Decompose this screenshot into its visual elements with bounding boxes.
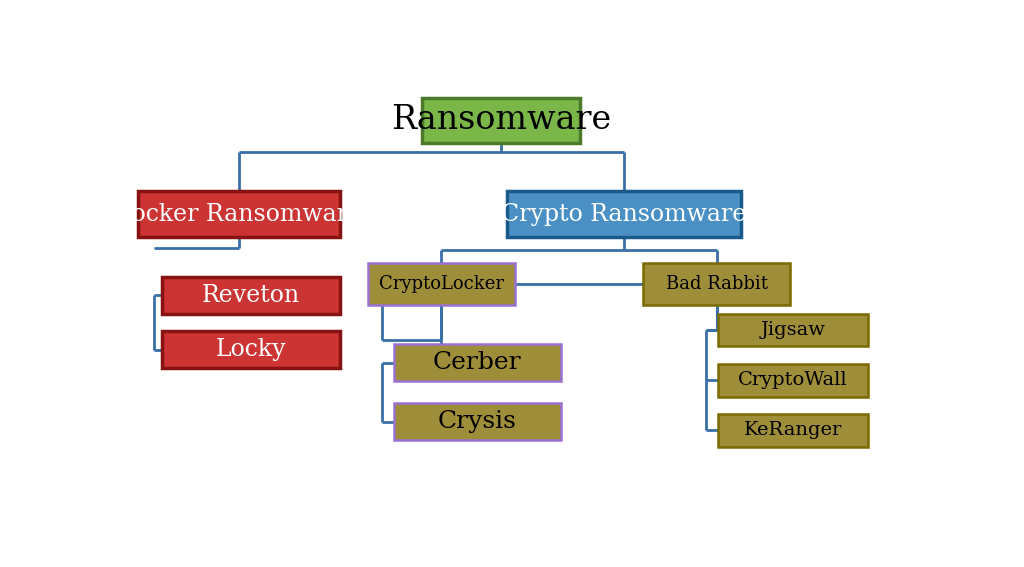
Text: KeRanger: KeRanger [743, 421, 842, 439]
Text: Jigsaw: Jigsaw [761, 321, 825, 339]
Text: Ransomware: Ransomware [391, 104, 611, 137]
FancyBboxPatch shape [394, 403, 560, 440]
Text: Crysis: Crysis [437, 410, 517, 433]
Text: Cerber: Cerber [433, 351, 521, 374]
FancyBboxPatch shape [643, 264, 791, 305]
Text: Locker Ransomware: Locker Ransomware [116, 203, 362, 226]
Text: Reveton: Reveton [202, 284, 300, 307]
Text: CryptoWall: CryptoWall [738, 371, 848, 389]
Text: CryptoLocker: CryptoLocker [379, 275, 504, 293]
FancyBboxPatch shape [394, 344, 560, 381]
FancyBboxPatch shape [718, 414, 868, 447]
FancyBboxPatch shape [718, 364, 868, 396]
FancyBboxPatch shape [162, 331, 340, 368]
Text: Crypto Ransomware: Crypto Ransomware [502, 203, 746, 226]
FancyBboxPatch shape [507, 192, 741, 237]
FancyBboxPatch shape [162, 277, 340, 314]
Text: Bad Rabbit: Bad Rabbit [666, 275, 768, 293]
FancyBboxPatch shape [718, 314, 868, 346]
FancyBboxPatch shape [422, 98, 581, 143]
FancyBboxPatch shape [368, 264, 515, 305]
Text: Locky: Locky [216, 338, 287, 361]
FancyBboxPatch shape [138, 192, 340, 237]
